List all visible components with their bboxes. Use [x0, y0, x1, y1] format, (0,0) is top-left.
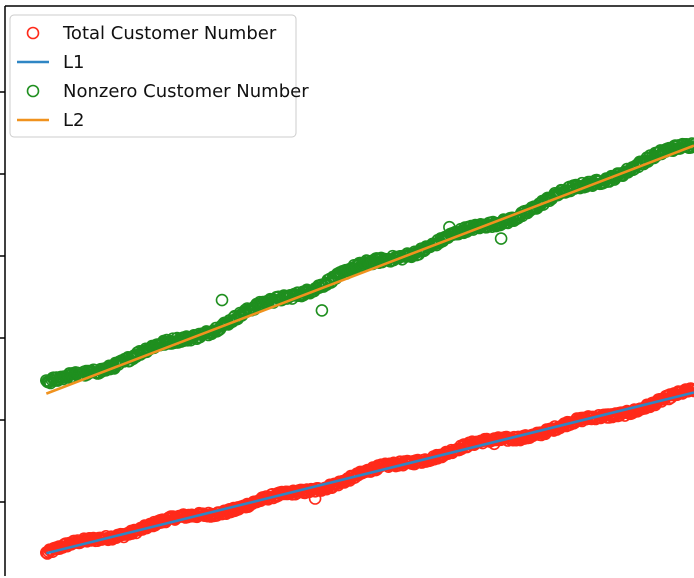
- series-1-outlier-3: [215, 293, 229, 307]
- series-0-point: [686, 383, 694, 396]
- fit-line-l1: [46, 391, 694, 555]
- series-1-point: [686, 140, 694, 153]
- legend-label-1: L1: [63, 52, 84, 73]
- series-1-point: [43, 375, 56, 388]
- legend-box: [9, 14, 297, 138]
- series-0-points: [39, 382, 694, 560]
- legend-marker-0: [26, 26, 40, 40]
- legend-label-3: L2: [63, 110, 84, 131]
- legend-marker-2: [26, 84, 40, 98]
- series-0-outlier-0: [308, 492, 322, 505]
- fit-line-l2: [45, 144, 694, 395]
- series-1-point: [350, 259, 364, 272]
- legend: Total Customer Number L1 Nonzero Customer …: [9, 14, 309, 138]
- axes: [0, 5, 694, 576]
- series-1-points: [39, 137, 694, 390]
- plot-area: [39, 137, 694, 560]
- series-1-outlier-2: [443, 220, 456, 234]
- series-0-point: [687, 384, 694, 398]
- series-1-outlier-1: [494, 232, 508, 245]
- series-1-point: [687, 138, 694, 151]
- legend-label-2: Nonzero Customer Number: [63, 81, 309, 102]
- series-1-outlier-0: [315, 304, 329, 317]
- legend-label-0: Total Customer Number: [62, 23, 277, 44]
